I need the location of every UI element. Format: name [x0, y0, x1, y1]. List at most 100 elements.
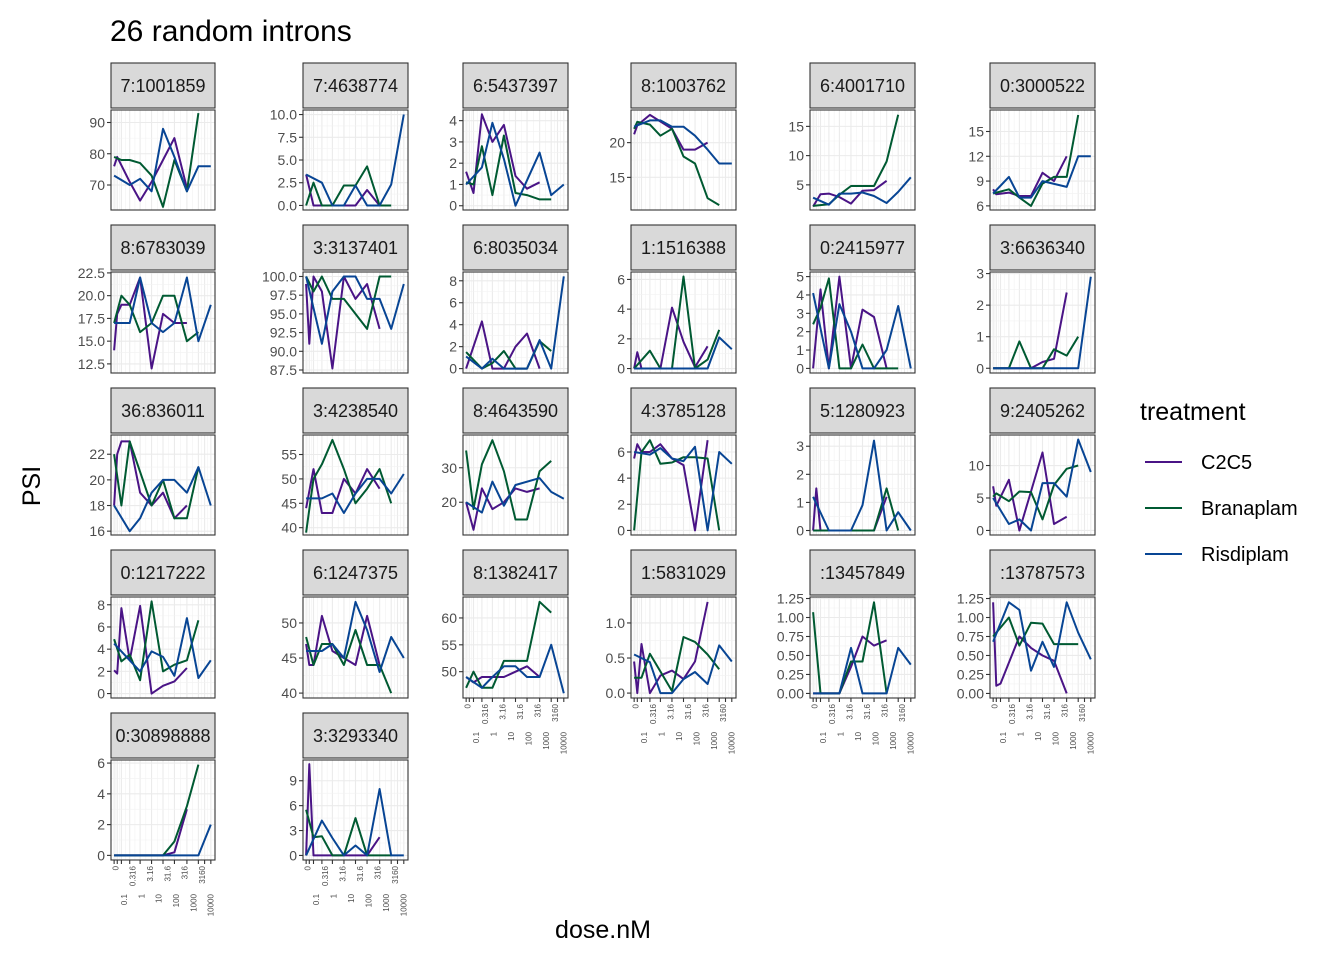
- series-line-risdiplam: [634, 336, 733, 370]
- facet-panel: 40 45 50 6:1247375: [281, 549, 409, 701]
- x-tick-label: 1: [137, 893, 146, 898]
- facet-panel: 70 80 90 7:1001859: [89, 62, 216, 211]
- y-tick-label: 55: [441, 637, 457, 653]
- y-tick-label: 18: [89, 498, 105, 514]
- series-group: [633, 113, 732, 206]
- series-line-branaplam: [465, 600, 552, 689]
- facet-strip-label: 0:30898888: [115, 726, 210, 746]
- x-tick-label: 100: [172, 893, 181, 907]
- facet-strip: [110, 224, 216, 271]
- y-tick-label: 0.75: [957, 628, 984, 644]
- y-tick-label: 4: [97, 786, 105, 802]
- series-group: [465, 439, 565, 531]
- facet-panel: 0.00 0.25 0.50 0.75 1.00 1.25:13457849 0 0.10.3…: [777, 549, 916, 754]
- facet-panel: 0 1 2 3 3:6636340: [976, 224, 1096, 376]
- series-line-branaplam: [633, 275, 721, 370]
- y-tick-label: 0: [617, 522, 625, 538]
- y-tick-label: 2: [976, 297, 984, 313]
- facet-strip: [462, 62, 569, 109]
- y-tick-label: 6: [97, 619, 105, 635]
- facet-strip-label: 7:1001859: [120, 76, 205, 96]
- panel-border: [989, 109, 1096, 211]
- series-line-risdiplam: [305, 275, 405, 345]
- y-tick-label: 4: [796, 287, 804, 303]
- y-tick-label: 1: [796, 342, 804, 358]
- series-group: [114, 764, 212, 857]
- facet-strip-label: 8:1382417: [473, 563, 558, 583]
- panel-border: [809, 271, 916, 374]
- y-tick-label: 0: [976, 360, 984, 376]
- series-line-risdiplam: [465, 477, 565, 514]
- y-tick-label: 100.0: [262, 268, 297, 284]
- y-tick-label: 4: [617, 301, 625, 317]
- facet-strip: [809, 62, 916, 109]
- facet-strip-label: 1:5831029: [641, 563, 726, 583]
- x-tick-label: 0.1: [640, 731, 649, 743]
- series-group: [113, 112, 211, 208]
- series-line-risdiplam: [633, 644, 733, 695]
- x-tick-label: 0.316: [129, 865, 138, 886]
- series-group: [305, 763, 404, 857]
- y-tick-label: 2: [796, 466, 804, 482]
- x-tick-label: 10: [854, 731, 863, 740]
- facet-panel: 0 1 2 3 5:1280923: [796, 387, 916, 539]
- series-group: [993, 276, 1092, 370]
- y-tick-label: 4: [617, 470, 625, 486]
- y-tick-label: 15.0: [78, 333, 105, 349]
- legend: treatment C2C5 Branaplam Risdiplam: [1140, 398, 1298, 566]
- y-tick-label: 70: [89, 177, 105, 193]
- x-tick-label: 3.16: [146, 865, 155, 881]
- x-axis-title: dose.nM: [555, 916, 651, 944]
- facet-panel: 6 9 12 15 0:3000522: [968, 62, 1096, 214]
- y-tick-label: 10: [788, 148, 804, 164]
- x-tick-label: 1: [490, 731, 499, 736]
- facet-panel: 5 10 15 6:4001710: [788, 62, 916, 211]
- x-tick-label: 10: [675, 731, 684, 740]
- y-tick-label: 50: [441, 664, 457, 680]
- series-line-c2c5: [992, 451, 1068, 532]
- y-tick-label: 1: [449, 176, 457, 192]
- y-tick-label: 0.5: [606, 650, 626, 666]
- x-tick-label: 1: [330, 893, 339, 898]
- series-group: [465, 113, 565, 207]
- series-line-c2c5: [465, 487, 540, 531]
- legend-label-branaplam: Branaplam: [1201, 498, 1298, 520]
- y-tick-label: 6: [617, 444, 625, 460]
- y-axis-title: PSI: [18, 466, 46, 506]
- series-line-c2c5: [113, 440, 188, 520]
- series-line-risdiplam: [993, 276, 1092, 370]
- facet-strip-label: 8:4643590: [473, 401, 558, 421]
- facet-strip: [989, 62, 1096, 109]
- y-tick-label: 6: [97, 755, 105, 771]
- x-tick-label: 0: [111, 865, 120, 870]
- series-line-c2c5: [992, 155, 1068, 197]
- facet-strip: [809, 224, 916, 271]
- y-tick-label: 15: [968, 123, 984, 139]
- facet-panel: 40 45 50 55 3:4238540: [281, 387, 409, 536]
- series-line-branaplam: [634, 636, 720, 692]
- series-group: [305, 600, 405, 694]
- y-tick-label: 12: [968, 148, 984, 164]
- facet-strip: [989, 224, 1096, 271]
- y-tick-label: 87.5: [270, 362, 297, 378]
- facet-strip-label: 3:6636340: [1000, 238, 1085, 258]
- x-tick-label: 0.316: [828, 703, 837, 724]
- panel-border: [302, 596, 409, 699]
- y-tick-label: 90: [89, 115, 105, 131]
- y-tick-label: 6: [449, 295, 457, 311]
- y-tick-label: 12.5: [78, 356, 105, 372]
- x-tick-label: 100: [365, 893, 374, 907]
- facet-strip-label: 7:4638774: [313, 76, 398, 96]
- legend-label-risdiplam: Risdiplam: [1201, 544, 1289, 566]
- series-line-branaplam: [992, 616, 1079, 647]
- x-tick-label: 1000: [189, 893, 198, 911]
- panel-border: [809, 434, 916, 536]
- facet-panel: 0 2 4 6 0:30898888 0 0.10.316 1 3.16 10 31.6 100 316…: [97, 712, 216, 916]
- series-line-risdiplam: [992, 155, 1091, 199]
- x-tick-label: 1: [837, 731, 846, 736]
- series-line-risdiplam: [465, 643, 565, 694]
- facet-strip-label: 36:836011: [121, 401, 205, 421]
- series-group: [812, 114, 912, 208]
- facet-strip: [462, 549, 569, 596]
- x-tick-label: 3.16: [1025, 703, 1034, 719]
